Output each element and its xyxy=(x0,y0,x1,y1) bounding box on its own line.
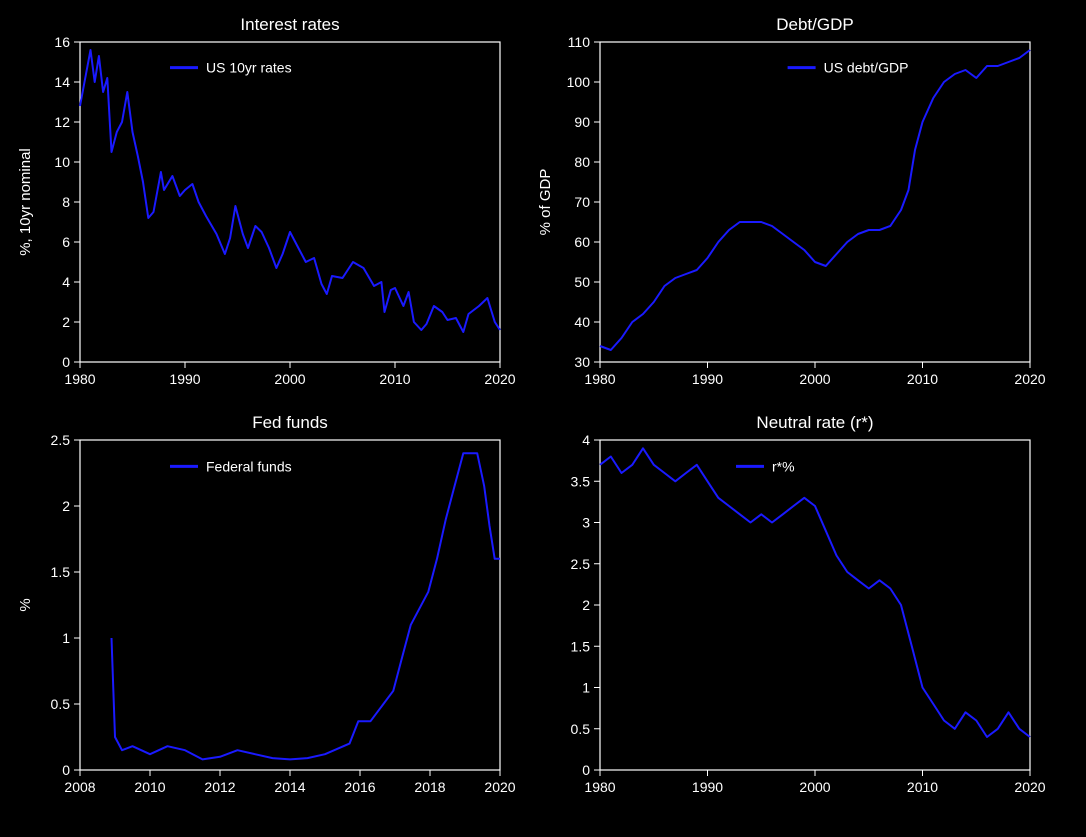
panel-title: Debt/GDP xyxy=(776,15,853,34)
ytick-label: 0 xyxy=(62,354,70,370)
axis-box xyxy=(80,42,500,362)
xtick-label: 2020 xyxy=(484,371,515,387)
ytick-label: 70 xyxy=(574,194,590,210)
xtick-label: 2020 xyxy=(1014,779,1045,795)
ytick-label: 2.5 xyxy=(571,556,591,572)
ytick-label: 4 xyxy=(582,432,590,448)
axis-box xyxy=(80,440,500,770)
ytick-label: 2 xyxy=(62,498,70,514)
xtick-label: 2014 xyxy=(274,779,305,795)
panel-title: Interest rates xyxy=(240,15,339,34)
legend-label: r*% xyxy=(772,458,795,474)
ytick-label: 6 xyxy=(62,234,70,250)
ytick-label: 1.5 xyxy=(571,638,591,654)
xtick-label: 1980 xyxy=(584,371,615,387)
ytick-label: 8 xyxy=(62,194,70,210)
legend-label: Federal funds xyxy=(206,458,292,474)
ytick-label: 60 xyxy=(574,234,590,250)
panel-fedfunds: 2008 2010 2012 2014 2016 2018 2020 0 0.5 1 1.5 2 2.5… xyxy=(17,413,516,795)
axis-box xyxy=(600,42,1030,362)
ylabel: % xyxy=(17,598,34,611)
ytick-label: 2.5 xyxy=(51,432,71,448)
legend-label: US 10yr rates xyxy=(206,60,292,76)
ytick-label: 80 xyxy=(574,154,590,170)
ytick-label: 10 xyxy=(54,154,70,170)
ylabel: %, 10yr nominal xyxy=(17,148,34,256)
xtick-label: 2012 xyxy=(204,779,235,795)
series-line xyxy=(112,453,501,759)
xtick-label: 2020 xyxy=(1014,371,1045,387)
xtick-label: 1990 xyxy=(692,779,723,795)
ytick-label: 1 xyxy=(582,680,590,696)
ytick-label: 50 xyxy=(574,274,590,290)
ytick-label: 1.5 xyxy=(51,564,71,580)
xtick-label: 2000 xyxy=(274,371,305,387)
ytick-label: 0 xyxy=(62,762,70,778)
ytick-label: 0.5 xyxy=(51,696,71,712)
ytick-label: 40 xyxy=(574,314,590,330)
legend: US debt/GDP xyxy=(788,60,909,76)
panel-title: Fed funds xyxy=(252,413,328,432)
xtick-label: 1990 xyxy=(169,371,200,387)
ytick-label: 100 xyxy=(567,74,591,90)
legend: Federal funds xyxy=(170,458,292,474)
xtick-label: 1980 xyxy=(584,779,615,795)
xtick-label: 1980 xyxy=(64,371,95,387)
panel-title: Neutral rate (r*) xyxy=(756,413,873,432)
ytick-label: 14 xyxy=(54,74,70,90)
panel-neutral: 1980 1990 2000 2010 2020 0 0.5 1 1.5 2 2.5 3 3.5 4 Neu… xyxy=(571,413,1046,795)
xtick-label: 2018 xyxy=(414,779,445,795)
xtick-label: 1990 xyxy=(692,371,723,387)
xtick-label: 2020 xyxy=(484,779,515,795)
ytick-label: 16 xyxy=(54,34,70,50)
xtick-label: 2010 xyxy=(379,371,410,387)
ytick-label: 30 xyxy=(574,354,590,370)
axis-box xyxy=(600,440,1030,770)
legend: US 10yr rates xyxy=(170,60,292,76)
ytick-label: 3 xyxy=(582,515,590,531)
figure: 198019902000201020200246810121416Interes… xyxy=(0,0,1086,837)
panel-rates: 1980 1990 2000 2010 2020 0 2 4 6 8 10 12 14 16 Interes… xyxy=(17,15,516,387)
panel-debtgdp: 1980 1990 2000 2010 2020 30 40 50 60 70 80 90 100 110… xyxy=(537,15,1046,387)
ytick-label: 12 xyxy=(54,114,70,130)
ytick-label: 90 xyxy=(574,114,590,130)
series-line xyxy=(600,448,1030,737)
xtick-label: 2010 xyxy=(907,371,938,387)
legend-label: US debt/GDP xyxy=(824,60,909,76)
ytick-label: 1 xyxy=(62,630,70,646)
legend: r*% xyxy=(736,458,795,474)
series-line xyxy=(80,50,500,332)
ytick-label: 0.5 xyxy=(571,721,591,737)
xtick-label: 2010 xyxy=(907,779,938,795)
ytick-label: 110 xyxy=(568,34,591,50)
ytick-label: 4 xyxy=(62,274,70,290)
xtick-label: 2008 xyxy=(64,779,95,795)
xtick-label: 2000 xyxy=(799,371,830,387)
series-line xyxy=(600,50,1030,350)
ytick-label: 3.5 xyxy=(571,473,591,489)
ylabel: % of GDP xyxy=(537,169,554,236)
xtick-label: 2000 xyxy=(799,779,830,795)
ytick-label: 2 xyxy=(582,597,590,613)
xtick-label: 2016 xyxy=(344,779,375,795)
ytick-label: 2 xyxy=(62,314,70,330)
xtick-label: 2010 xyxy=(134,779,165,795)
ytick-label: 0 xyxy=(582,762,590,778)
